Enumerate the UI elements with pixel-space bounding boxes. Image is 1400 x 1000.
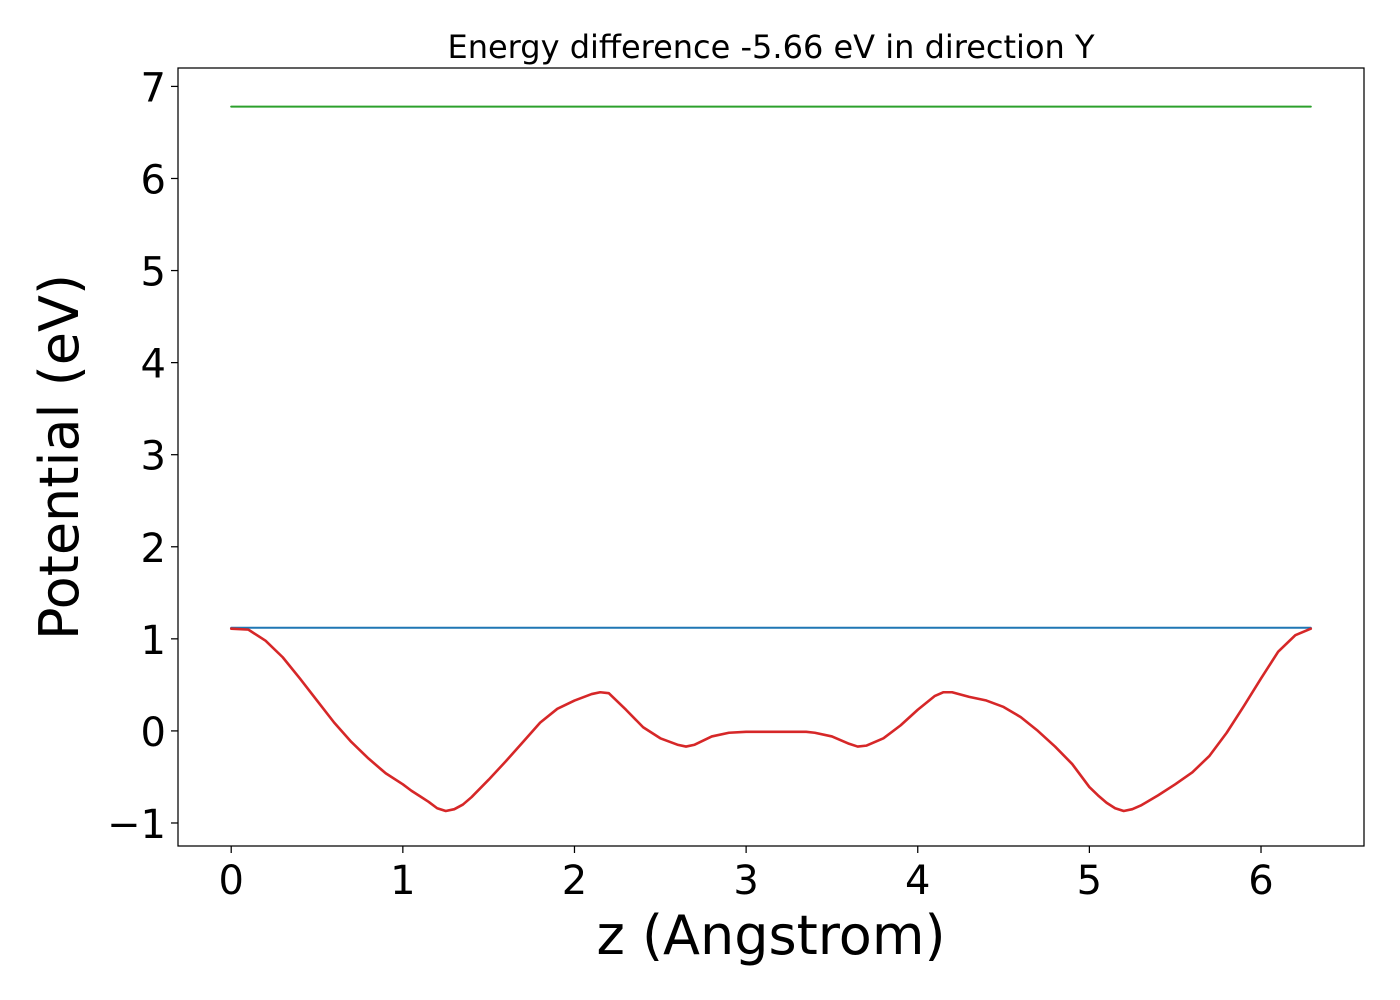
x-tick-label: 4 (905, 858, 930, 904)
chart-title: Energy difference -5.66 eV in direction … (447, 28, 1094, 66)
x-tick-label: 1 (390, 858, 415, 904)
x-axis-ticks: 0 1 2 3 4 5 6 (218, 846, 1274, 904)
y-tick-label: 4 (141, 342, 166, 388)
y-tick-label: 2 (141, 526, 166, 572)
x-axis-label: z (Angstrom) (596, 904, 945, 967)
y-tick-label: 3 (141, 434, 166, 480)
y-axis-ticks: −1 0 1 2 3 4 5 6 7 (107, 65, 178, 848)
y-tick-label: 1 (141, 618, 166, 664)
series-line-3 (229, 627, 1313, 813)
x-tick-label: 3 (733, 858, 758, 904)
x-tick-label: 0 (218, 858, 243, 904)
plot-frame (177, 67, 1365, 847)
x-tick-label: 5 (1077, 858, 1102, 904)
y-tick-label: 5 (141, 250, 166, 296)
y-tick-label: 0 (141, 710, 166, 756)
series-layer (229, 105, 1313, 813)
y-tick-label: −1 (107, 802, 166, 848)
y-tick-label: 6 (141, 157, 166, 203)
y-axis-label: Potential (eV) (28, 274, 91, 640)
y-tick-label: 7 (141, 65, 166, 111)
x-tick-label: 6 (1248, 858, 1273, 904)
x-tick-label: 2 (562, 858, 587, 904)
